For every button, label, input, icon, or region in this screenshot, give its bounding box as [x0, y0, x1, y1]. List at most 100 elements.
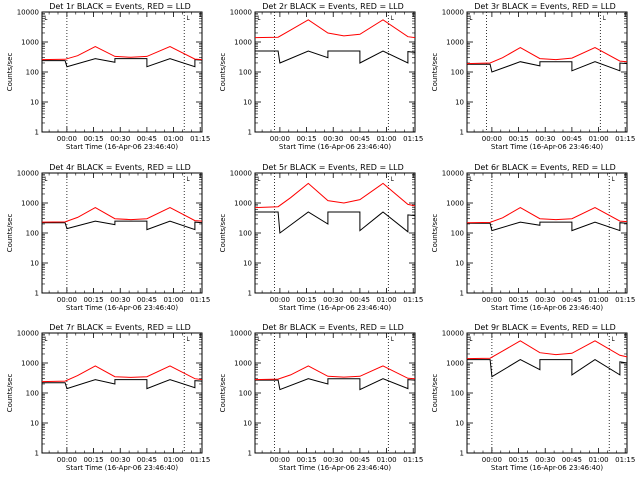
- x-tick-label: 01:00: [163, 456, 183, 464]
- corner-marker: └: [610, 176, 615, 185]
- x-tick-label: 00:30: [535, 296, 555, 304]
- plot-frame: [41, 11, 203, 133]
- y-tick-label: 10000: [230, 9, 252, 17]
- y-tick-label: 100: [26, 230, 39, 238]
- x-tick-label: 01:15: [615, 135, 635, 143]
- chart-panel-5: Det 5r BLACK = Events, RED = LLD 1 10 100 10…: [219, 163, 423, 312]
- y-tick-label: 1: [35, 290, 39, 298]
- y-axis-label: Counts/sec: [431, 53, 439, 92]
- y-tick-label: 1: [460, 129, 464, 137]
- corner-marker: └: [256, 176, 261, 185]
- y-tick-label: 10000: [17, 330, 39, 338]
- x-tick-label: 00:00: [270, 456, 290, 464]
- y-tick-label: 1: [248, 450, 252, 458]
- x-tick-label: 00:15: [83, 296, 103, 304]
- x-tick-label: 00:30: [535, 135, 555, 143]
- x-tick-label: 00:00: [57, 296, 77, 304]
- y-tick-label: 10: [30, 420, 39, 428]
- x-tick-label: 00:30: [110, 135, 130, 143]
- x-tick-label: 01:00: [163, 135, 183, 143]
- x-tick-label: 01:00: [588, 456, 608, 464]
- corner-marker: └: [389, 176, 394, 185]
- x-tick-label: 00:00: [270, 296, 290, 304]
- y-tick-label: 10: [243, 260, 252, 268]
- plot-frame: [466, 332, 628, 454]
- series-events-line: [42, 58, 203, 68]
- y-tick-label: 1000: [21, 39, 39, 47]
- x-tick-label: 01:00: [376, 296, 396, 304]
- y-axis-label: Counts/sec: [219, 374, 227, 413]
- x-axis-label: Start Time (16-Apr-06 23:46:40): [279, 143, 391, 151]
- y-tick-label: 10: [243, 420, 252, 428]
- x-tick-label: 00:30: [535, 456, 555, 464]
- x-tick-label: 00:45: [137, 456, 157, 464]
- series-events-line: [255, 50, 416, 64]
- x-tick-label: 00:15: [83, 456, 103, 464]
- chart-title: Det 3r BLACK = Events, RED = LLD: [474, 2, 616, 11]
- x-tick-label: 00:00: [482, 456, 502, 464]
- y-tick-label: 100: [451, 69, 464, 77]
- series-events-line: [467, 61, 628, 73]
- y-tick-label: 100: [26, 69, 39, 77]
- y-tick-label: 1: [248, 129, 252, 137]
- chart-panel-8: Det 8r BLACK = Events, RED = LLD 1 10 100 10…: [219, 323, 423, 472]
- series-lld-line: [254, 365, 416, 381]
- corner-marker: └: [43, 176, 48, 185]
- chart-panel-6: Det 6r BLACK = Events, RED = LLD 1 10 100 10…: [431, 163, 635, 312]
- x-tick-label: 01:00: [588, 296, 608, 304]
- y-tick-label: 1000: [234, 39, 252, 47]
- series-events-line: [255, 378, 416, 391]
- y-axis-label: Counts/sec: [6, 214, 14, 253]
- x-tick-label: 00:15: [508, 296, 528, 304]
- y-axis-label: Counts/sec: [431, 214, 439, 253]
- x-axis-label: Start Time (16-Apr-06 23:46:40): [279, 464, 391, 472]
- plot-frame: [466, 11, 628, 133]
- series-lld-line: [41, 46, 203, 61]
- y-tick-label: 1000: [21, 360, 39, 368]
- plot-frame: [41, 332, 203, 454]
- series-events-line: [42, 220, 203, 231]
- y-tick-label: 100: [451, 230, 464, 238]
- x-tick-label: 00:45: [562, 456, 582, 464]
- y-tick-label: 100: [239, 69, 252, 77]
- plot-frame: [466, 172, 628, 294]
- x-tick-label: 01:15: [403, 135, 423, 143]
- corner-marker: └: [185, 15, 190, 24]
- series-lld-line: [41, 365, 203, 383]
- series-events-line: [467, 359, 628, 378]
- x-tick-label: 00:30: [110, 456, 130, 464]
- x-tick-label: 00:00: [482, 296, 502, 304]
- y-tick-label: 100: [239, 230, 252, 238]
- series-lld-line: [466, 207, 628, 224]
- series-lld-line: [466, 47, 628, 65]
- x-tick-label: 00:45: [350, 456, 370, 464]
- x-tick-label: 00:30: [323, 296, 343, 304]
- x-axis-label: Start Time (16-Apr-06 23:46:40): [279, 304, 391, 312]
- y-tick-label: 10000: [17, 9, 39, 17]
- y-tick-label: 10000: [230, 330, 252, 338]
- series-lld-line: [254, 19, 416, 39]
- x-tick-label: 00:15: [83, 135, 103, 143]
- chart-title: Det 2r BLACK = Events, RED = LLD: [262, 2, 404, 11]
- y-tick-label: 10000: [442, 9, 464, 17]
- x-tick-label: 01:15: [403, 296, 423, 304]
- x-tick-label: 00:45: [137, 135, 157, 143]
- x-tick-label: 01:15: [190, 456, 210, 464]
- chart-panel-3: Det 3r BLACK = Events, RED = LLD 1 10 100 10…: [431, 2, 635, 151]
- corner-marker: └: [389, 336, 394, 345]
- x-tick-label: 00:15: [508, 135, 528, 143]
- corner-marker: └: [468, 336, 473, 345]
- x-tick-label: 01:00: [376, 456, 396, 464]
- y-tick-label: 10000: [442, 170, 464, 178]
- y-tick-label: 1: [35, 129, 39, 137]
- chart-panel-4: Det 4r BLACK = Events, RED = LLD 1 10 100 10…: [6, 163, 210, 312]
- chart-panel-7: Det 7r BLACK = Events, RED = LLD 1 10 100 10…: [6, 323, 210, 472]
- chart-panel-2: Det 2r BLACK = Events, RED = LLD 1 10 100 10…: [219, 2, 423, 151]
- y-tick-label: 100: [26, 390, 39, 398]
- x-axis-label: Start Time (16-Apr-06 23:46:40): [66, 464, 178, 472]
- x-tick-label: 00:45: [562, 296, 582, 304]
- x-tick-label: 00:30: [323, 135, 343, 143]
- y-tick-label: 10000: [230, 170, 252, 178]
- series-events-line: [255, 211, 416, 234]
- x-tick-label: 00:15: [296, 135, 316, 143]
